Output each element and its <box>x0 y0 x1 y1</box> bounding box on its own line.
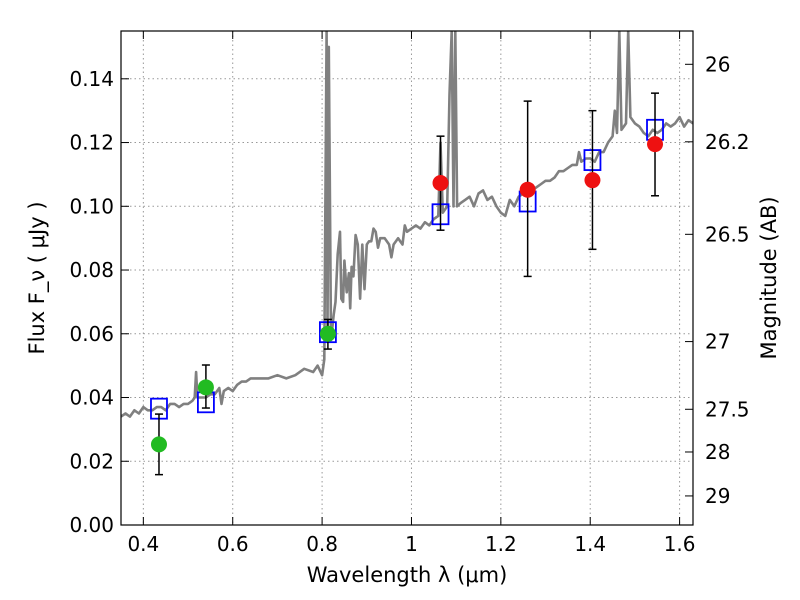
y-tick-label: 0.12 <box>69 131 114 155</box>
green-data-point <box>319 325 336 342</box>
x-axis-title: Wavelength λ (μm) <box>307 563 508 587</box>
y-axis-title: Flux F_ν ( μJy ) <box>25 201 50 354</box>
right-y-tick-label: 29 <box>705 484 730 508</box>
right-y-tick-label: 26 <box>705 52 730 76</box>
x-tick-label: 1.6 <box>664 532 696 556</box>
y-tick-label: 0.02 <box>69 449 114 473</box>
right-y-axis-title: Magnitude (AB) <box>757 196 781 359</box>
observed-points <box>150 92 664 476</box>
green-data-point <box>197 379 214 396</box>
right-y-tick-label: 26.2 <box>705 130 750 154</box>
red-data-point <box>647 136 664 153</box>
y-tick-label: 0.10 <box>69 194 114 218</box>
right-y-tick-label: 28 <box>705 440 730 464</box>
y-tick-label: 0.00 <box>69 513 114 537</box>
red-data-point <box>432 175 449 192</box>
x-tick-label: 1.2 <box>485 532 517 556</box>
red-data-point <box>584 172 601 189</box>
x-tick-label: 0.6 <box>217 532 249 556</box>
plot-frame <box>120 30 694 526</box>
plot-background <box>121 31 693 525</box>
right-y-tick-label: 27.5 <box>705 397 750 421</box>
y-tick-label: 0.06 <box>69 322 114 346</box>
plot-area <box>121 31 693 476</box>
green-data-point <box>150 436 167 453</box>
right-y-tick-label: 26.5 <box>705 222 750 246</box>
x-tick-label: 1.4 <box>574 532 606 556</box>
red-data-point <box>519 181 536 198</box>
y-tick-label: 0.04 <box>69 386 114 410</box>
x-tick-label: 0.8 <box>306 532 338 556</box>
right-y-tick-label: 27 <box>705 330 730 354</box>
x-tick-label: 1 <box>405 532 418 556</box>
axis-ticks: 0.4 0.6 0.8 1 1.2 1.4 1.6 0.00 0.02 0.04 0.06 0.08 0… <box>69 31 750 556</box>
spectrum-line <box>121 31 693 418</box>
x-tick-label: 0.4 <box>127 532 159 556</box>
y-tick-label: 0.08 <box>69 258 114 282</box>
y-tick-label: 0.14 <box>69 67 114 91</box>
